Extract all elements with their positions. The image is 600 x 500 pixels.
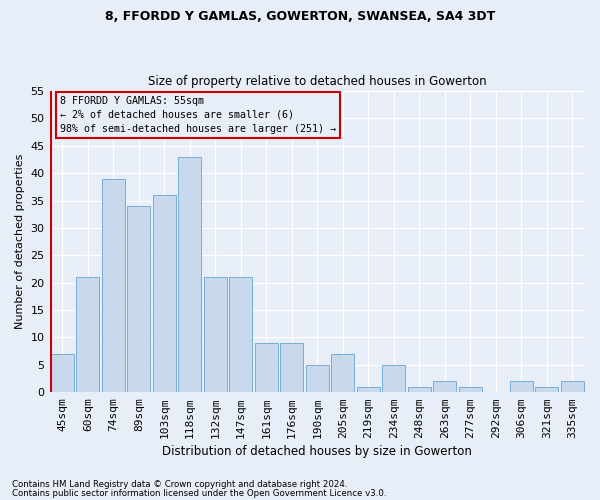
Bar xyxy=(153,195,176,392)
Bar xyxy=(229,277,252,392)
Bar xyxy=(408,386,431,392)
Bar xyxy=(280,343,303,392)
Bar xyxy=(382,365,405,392)
Bar xyxy=(331,354,354,392)
Bar xyxy=(51,354,74,392)
Title: Size of property relative to detached houses in Gowerton: Size of property relative to detached ho… xyxy=(148,76,487,88)
Bar xyxy=(76,277,99,392)
Text: 8 FFORDD Y GAMLAS: 55sqm
← 2% of detached houses are smaller (6)
98% of semi-det: 8 FFORDD Y GAMLAS: 55sqm ← 2% of detache… xyxy=(60,96,336,134)
Bar xyxy=(433,381,456,392)
Bar xyxy=(357,386,380,392)
Bar xyxy=(255,343,278,392)
Text: Contains public sector information licensed under the Open Government Licence v3: Contains public sector information licen… xyxy=(12,489,386,498)
Bar xyxy=(102,178,125,392)
Bar xyxy=(306,365,329,392)
X-axis label: Distribution of detached houses by size in Gowerton: Distribution of detached houses by size … xyxy=(163,444,472,458)
Bar xyxy=(459,386,482,392)
Bar xyxy=(127,206,150,392)
Text: 8, FFORDD Y GAMLAS, GOWERTON, SWANSEA, SA4 3DT: 8, FFORDD Y GAMLAS, GOWERTON, SWANSEA, S… xyxy=(105,10,495,23)
Bar xyxy=(561,381,584,392)
Y-axis label: Number of detached properties: Number of detached properties xyxy=(15,154,25,330)
Bar xyxy=(535,386,558,392)
Bar xyxy=(510,381,533,392)
Text: Contains HM Land Registry data © Crown copyright and database right 2024.: Contains HM Land Registry data © Crown c… xyxy=(12,480,347,489)
Bar xyxy=(178,157,201,392)
Bar xyxy=(204,277,227,392)
